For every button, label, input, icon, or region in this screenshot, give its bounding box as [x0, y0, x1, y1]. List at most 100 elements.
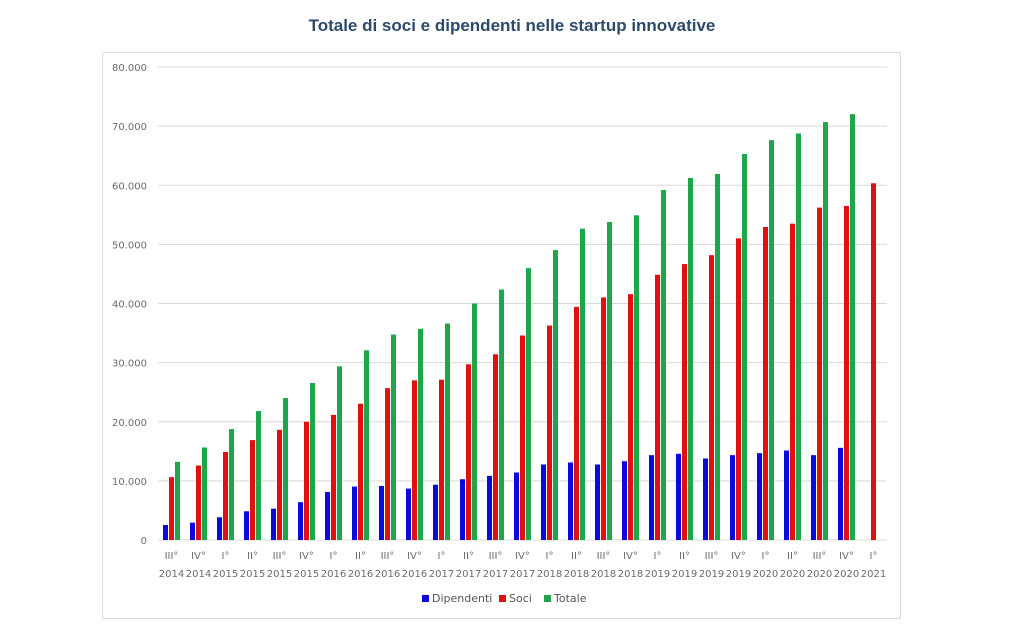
x-tick-quarter: III° [597, 551, 611, 562]
bar-totale [256, 411, 261, 540]
bar-soci [709, 255, 714, 540]
bar-totale [607, 222, 612, 540]
bar-soci [250, 440, 255, 540]
x-tick-quarter: II° [571, 551, 582, 562]
bar-totale [796, 133, 801, 541]
bar-totale [715, 173, 720, 540]
y-tick-label: 60.000 [112, 181, 147, 192]
x-tick-quarter: I° [438, 551, 446, 562]
bar-dipendenti [541, 464, 546, 540]
x-tick-year: 2019 [645, 569, 670, 580]
bar-totale [472, 303, 477, 540]
bar-soci [277, 429, 282, 540]
bar-soci [439, 379, 444, 540]
bar-soci [304, 421, 309, 540]
x-tick-quarter: III° [705, 551, 719, 562]
bar-totale [310, 382, 315, 540]
bar-totale [229, 429, 234, 540]
bar-totale [202, 447, 207, 540]
bar-soci [655, 274, 660, 540]
x-tick-year: 2018 [591, 569, 616, 580]
y-tick-label: 50.000 [112, 240, 147, 251]
x-tick-year: 2016 [321, 569, 346, 580]
bar-dipendenti [271, 508, 276, 540]
bars [163, 114, 876, 541]
bar-soci [385, 388, 390, 540]
legend-label-soci: Soci [509, 592, 532, 605]
bar-dipendenti [352, 486, 357, 540]
y-tick-label: 10.000 [112, 477, 147, 488]
x-tick-year: 2018 [618, 569, 643, 580]
bar-totale [418, 328, 423, 540]
bar-dipendenti [379, 485, 384, 540]
bar-dipendenti [190, 522, 195, 540]
x-tick-quarter: III° [489, 551, 503, 562]
bar-soci [223, 451, 228, 540]
bar-dipendenti [460, 479, 465, 540]
bar-dipendenti [649, 455, 654, 540]
x-tick-year: 2017 [483, 569, 508, 580]
bar-totale [364, 350, 369, 540]
x-tick-quarter: IV° [515, 551, 530, 562]
legend: Dipendenti Soci Totale [422, 592, 587, 605]
bar-dipendenti [622, 461, 627, 540]
x-tick-year: 2017 [510, 569, 535, 580]
x-tick-quarter: II° [247, 551, 258, 562]
x-tick-quarter: IV° [839, 551, 854, 562]
bar-totale [688, 177, 693, 540]
bar-totale [526, 268, 531, 540]
x-tick-quarter: II° [463, 551, 474, 562]
bar-soci [736, 238, 741, 541]
x-tick-year: 2017 [456, 569, 481, 580]
bar-soci [493, 354, 498, 540]
bar-totale [823, 122, 828, 541]
x-tick-year: 2017 [429, 569, 454, 580]
bar-totale [742, 153, 747, 541]
bar-dipendenti [730, 455, 735, 540]
x-tick-quarter: III° [381, 551, 395, 562]
bar-soci [817, 207, 822, 540]
x-tick-quarter: IV° [731, 551, 746, 562]
x-tick-year: 2016 [348, 569, 373, 580]
y-tick-label: 0 [141, 536, 147, 547]
bar-dipendenti [325, 491, 330, 540]
bar-totale [553, 250, 558, 541]
bar-soci [763, 226, 768, 540]
bar-soci [601, 297, 606, 540]
legend-swatch-dipendenti [422, 595, 429, 602]
y-tick-label: 20.000 [112, 418, 147, 429]
legend-label-dipendenti: Dipendenti [432, 592, 492, 605]
bar-totale [337, 366, 342, 540]
x-tick-year: 2019 [672, 569, 697, 580]
x-tick-year: 2020 [834, 569, 859, 580]
bar-dipendenti [487, 475, 492, 540]
bar-soci [790, 223, 795, 540]
x-tick-quarter: II° [679, 551, 690, 562]
bar-dipendenti [784, 450, 789, 540]
x-tick-quarter: II° [787, 551, 798, 562]
bar-dipendenti [406, 488, 411, 540]
x-tick-quarter: II° [355, 551, 366, 562]
bar-totale [850, 114, 855, 541]
bar-soci [871, 183, 876, 540]
x-tick-year: 2018 [564, 569, 589, 580]
y-axis-ticks: 0 10.000 20.000 30.000 40.000 50.000 60.000 70.… [112, 63, 147, 547]
bar-soci [331, 414, 336, 540]
bar-totale [445, 323, 450, 540]
bar-soci [547, 325, 552, 540]
legend-swatch-totale [544, 595, 551, 602]
bar-totale [661, 189, 666, 541]
bar-dipendenti [244, 511, 249, 540]
bar-dipendenti [217, 517, 222, 540]
bar-dipendenti [811, 455, 816, 540]
bar-totale [175, 461, 180, 540]
y-tick-label: 70.000 [112, 122, 147, 133]
x-tick-year: 2020 [753, 569, 778, 580]
x-tick-year: 2014 [186, 569, 211, 580]
bar-soci [628, 294, 633, 540]
y-tick-label: 30.000 [112, 359, 147, 370]
x-tick-year: 2020 [780, 569, 805, 580]
x-tick-quarter: I° [222, 551, 230, 562]
x-axis-ticks: III° 2014 IV° 2014 I° 2015 II° 2015 III° 2015 IV° 2… [159, 551, 886, 580]
